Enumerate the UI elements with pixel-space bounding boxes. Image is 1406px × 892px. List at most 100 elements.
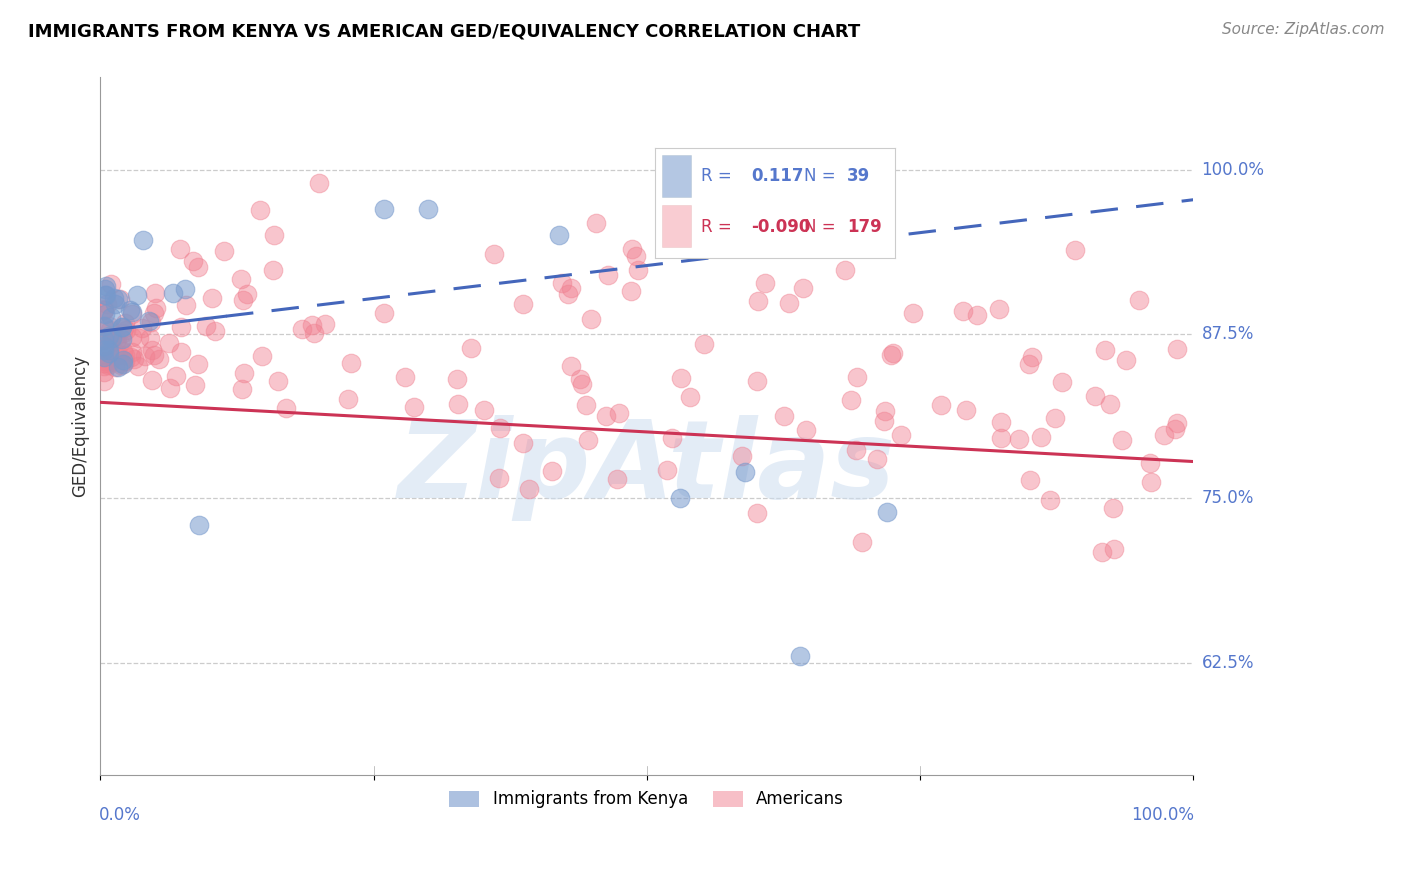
Point [446, 372, 468, 386]
Point [94, 282, 117, 296]
Point [170, 344, 193, 359]
Point [236, 286, 259, 301]
Point [108, 335, 131, 350]
Point [512, 297, 534, 311]
Point [107, 359, 129, 374]
Bar [662, 155, 692, 196]
Point [187, 260, 209, 275]
Point [1007, 432, 1029, 446]
Point [472, 403, 495, 417]
Point [112, 326, 135, 340]
Point [595, 409, 617, 423]
Point [104, 349, 127, 363]
Point [120, 350, 142, 364]
Point [93, 343, 115, 358]
Text: 62.5%: 62.5% [1202, 654, 1254, 672]
Point [550, 276, 572, 290]
Point [512, 436, 534, 450]
Point [1102, 501, 1125, 516]
Point [121, 305, 143, 319]
Point [834, 263, 856, 277]
Point [110, 356, 132, 370]
Point [488, 471, 510, 485]
Point [252, 349, 274, 363]
Point [747, 293, 769, 308]
Text: 0.0%: 0.0% [100, 806, 141, 824]
Point [693, 336, 716, 351]
Point [263, 227, 285, 242]
Point [145, 301, 167, 315]
Point [100, 331, 122, 345]
Point [1140, 475, 1163, 489]
Point [845, 370, 868, 384]
Point [142, 348, 165, 362]
Point [97, 339, 120, 353]
Point [204, 324, 226, 338]
Point [143, 305, 166, 319]
Point [93, 354, 115, 368]
Point [98, 323, 121, 337]
Point [1102, 541, 1125, 556]
Point [232, 293, 254, 308]
Point [128, 331, 150, 345]
Point [851, 535, 873, 549]
Point [114, 353, 136, 368]
Point [108, 293, 131, 307]
Point [606, 472, 628, 486]
Point [882, 346, 904, 360]
Point [104, 330, 127, 344]
Point [93, 365, 115, 379]
Point [810, 218, 832, 232]
Point [110, 359, 132, 373]
Point [1043, 411, 1066, 425]
Point [620, 242, 643, 256]
Point [93, 318, 115, 333]
Point [575, 397, 598, 411]
Point [655, 463, 678, 477]
Point [93, 320, 115, 334]
Point [789, 649, 811, 664]
Bar [662, 205, 692, 247]
Point [138, 314, 160, 328]
Point [1018, 357, 1040, 371]
Point [93, 356, 115, 370]
Point [576, 434, 599, 448]
Point [291, 322, 314, 336]
Point [540, 464, 562, 478]
Text: N =: N = [804, 168, 835, 186]
Point [1111, 434, 1133, 448]
Point [114, 317, 136, 331]
Point [100, 277, 122, 292]
Point [112, 321, 135, 335]
Point [134, 349, 156, 363]
Text: N =: N = [804, 218, 835, 235]
Point [560, 281, 582, 295]
Point [1166, 342, 1188, 356]
Point [97, 358, 120, 372]
Text: Source: ZipAtlas.com: Source: ZipAtlas.com [1222, 22, 1385, 37]
Point [194, 319, 217, 334]
Point [105, 333, 128, 347]
Point [1021, 350, 1043, 364]
Point [94, 332, 117, 346]
Point [93, 375, 115, 389]
Point [159, 335, 181, 350]
Point [876, 504, 898, 518]
Point [183, 378, 205, 392]
Point [112, 344, 135, 359]
Point [249, 203, 271, 218]
Text: -0.090: -0.090 [751, 218, 810, 235]
Point [460, 341, 482, 355]
Point [111, 358, 134, 372]
Point [138, 331, 160, 345]
Point [585, 216, 607, 230]
Text: R =: R = [700, 168, 731, 186]
Point [231, 382, 253, 396]
Point [929, 398, 952, 412]
Text: ZipAtlas: ZipAtlas [398, 415, 896, 521]
Point [624, 249, 647, 263]
Point [778, 295, 800, 310]
Point [671, 371, 693, 385]
Point [124, 351, 146, 366]
Point [267, 374, 290, 388]
